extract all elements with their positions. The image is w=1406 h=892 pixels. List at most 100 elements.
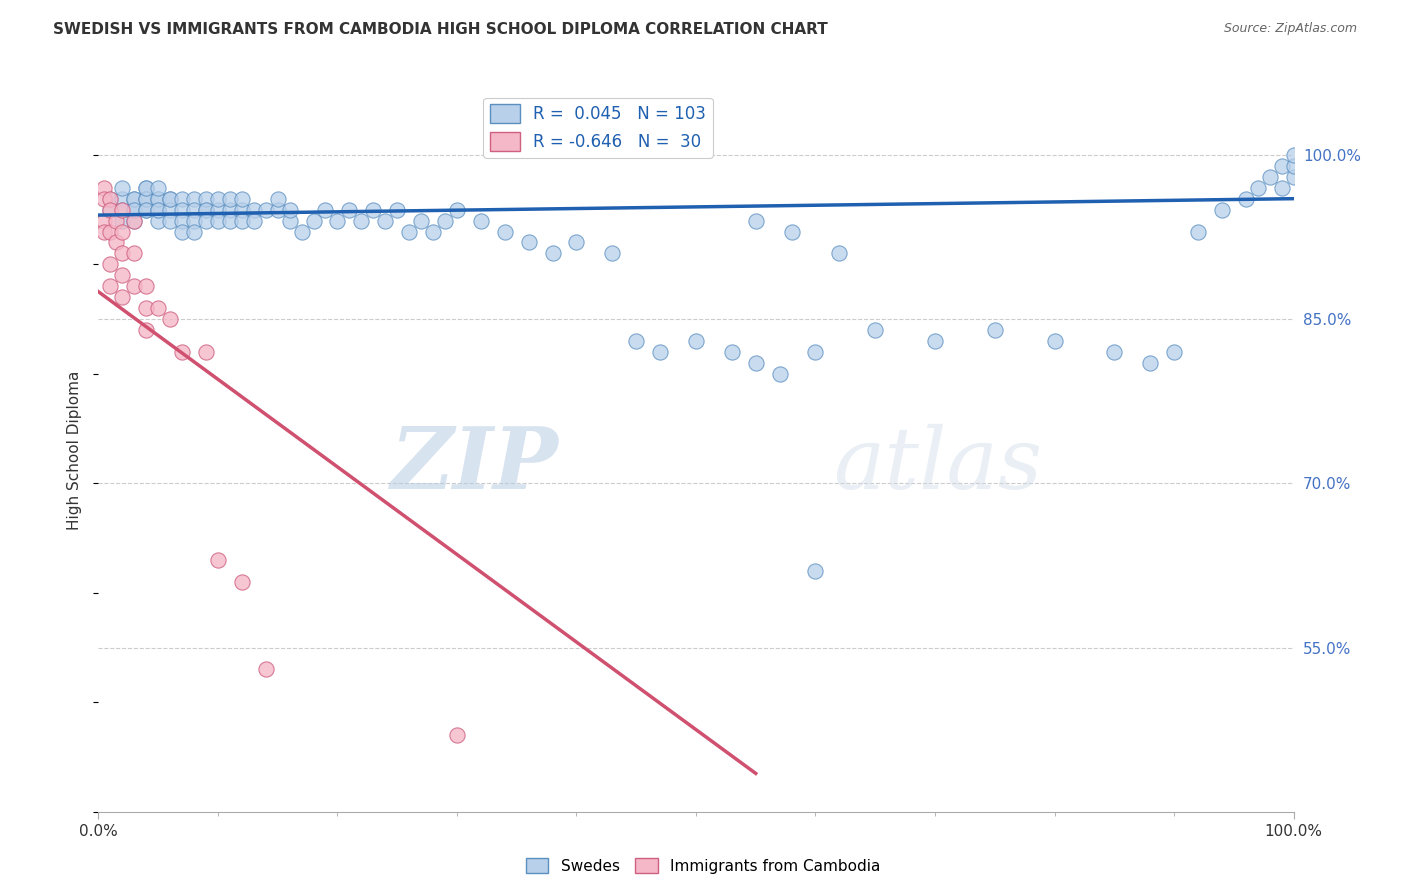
Point [111,180,134,194]
Point [422,225,444,239]
Point [565,235,588,250]
Point [231,202,253,217]
Point [148,202,170,217]
Point [745,213,768,227]
Point [326,213,349,227]
Point [1282,148,1305,162]
Point [1247,180,1270,194]
Point [93,180,115,194]
Point [135,180,157,194]
Point [124,202,146,217]
Point [124,279,146,293]
Point [602,246,624,260]
Point [278,202,301,217]
Point [1104,345,1126,359]
Point [183,202,205,217]
Point [219,192,242,206]
Point [105,235,128,250]
Point [148,202,170,217]
Point [924,334,946,348]
Point [183,225,205,239]
Point [626,334,648,348]
Point [374,213,396,227]
Point [1271,159,1294,173]
Point [231,213,253,227]
Point [172,213,194,227]
Point [148,192,170,206]
Point [1282,159,1305,173]
Point [768,367,790,381]
Point [267,192,290,206]
Point [135,279,157,293]
Point [804,564,827,578]
Point [159,192,181,206]
Point [111,246,134,260]
Point [172,345,194,359]
Point [172,202,194,217]
Point [135,180,157,194]
Point [135,301,157,315]
Point [339,202,361,217]
Point [98,192,122,206]
Point [291,225,314,239]
Point [135,202,157,217]
Point [148,213,170,227]
Point [254,202,277,217]
Point [219,202,242,217]
Point [494,225,516,239]
Point [111,225,134,239]
Point [195,202,218,217]
Point [105,213,128,227]
Point [195,345,218,359]
Point [148,180,170,194]
Point [135,192,157,206]
Point [984,323,1007,337]
Point [195,213,218,227]
Point [648,345,672,359]
Point [398,225,420,239]
Point [135,192,157,206]
Point [1139,356,1161,370]
Point [517,235,540,250]
Point [1234,192,1257,206]
Point [111,290,134,304]
Point [195,192,218,206]
Point [159,192,181,206]
Point [411,213,433,227]
Point [1271,180,1294,194]
Point [243,213,266,227]
Text: ZIP: ZIP [391,423,558,507]
Point [828,246,851,260]
Point [135,202,157,217]
Text: SWEDISH VS IMMIGRANTS FROM CAMBODIA HIGH SCHOOL DIPLOMA CORRELATION CHART: SWEDISH VS IMMIGRANTS FROM CAMBODIA HIGH… [53,22,828,37]
Point [804,345,827,359]
Y-axis label: High School Diploma: High School Diploma [67,371,83,530]
Point [267,202,290,217]
Point [111,213,134,227]
Point [195,202,218,217]
Point [278,213,301,227]
Point [745,356,768,370]
Point [350,213,373,227]
Point [159,213,181,227]
Point [93,192,115,206]
Point [1163,345,1185,359]
Point [219,213,242,227]
Legend: R =  0.045   N = 103, R = -0.646   N =  30: R = 0.045 N = 103, R = -0.646 N = 30 [484,97,713,158]
Point [98,192,122,206]
Point [124,202,146,217]
Point [124,213,146,227]
Point [183,213,205,227]
Point [434,213,457,227]
Point [780,225,803,239]
Point [302,213,325,227]
Point [93,213,115,227]
Point [111,268,134,283]
Point [231,574,253,589]
Point [446,728,468,742]
Point [172,225,194,239]
Point [148,301,170,315]
Point [111,202,134,217]
Point [172,192,194,206]
Point [159,312,181,326]
